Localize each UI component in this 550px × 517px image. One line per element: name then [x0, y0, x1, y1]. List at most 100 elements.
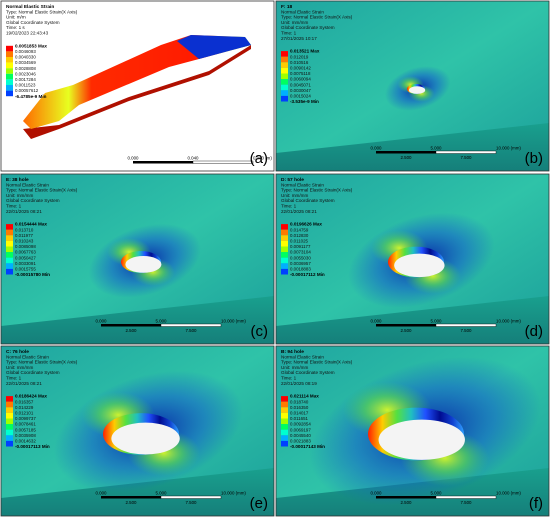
legend-swatch [281, 235, 288, 241]
legend-label: 0.0186424 Max [15, 394, 47, 399]
header-line: Time: 1 s [6, 25, 25, 30]
header-line: Type: Normal Elastic Strain(X Axis) [6, 360, 78, 365]
scale-label: 0.080 (m) [253, 156, 272, 161]
hole-opening [394, 253, 445, 278]
legend-swatch [281, 401, 288, 408]
legend-swatch [6, 412, 13, 419]
legend-swatch [281, 407, 288, 413]
scale-label: 5.000 [431, 146, 443, 151]
scale-bar [101, 496, 161, 499]
legend-label: 0.0075118 [290, 71, 311, 76]
panel-label: (c) [251, 323, 269, 340]
legend-label: 0.013710 [15, 227, 34, 232]
legend-swatch [281, 84, 288, 91]
header-line: Global Coordinate System [6, 20, 60, 25]
scale-label: 2.500 [401, 155, 413, 160]
scale-bar [376, 496, 436, 499]
legend-swatch [6, 424, 13, 430]
header-line: Normal Elastic Strain [281, 9, 324, 14]
legend-swatch [281, 224, 288, 230]
legend-label: 0.0055030 [290, 255, 311, 260]
scale-label: 5.000 [156, 491, 168, 496]
legend-swatch [281, 429, 288, 436]
legend-swatch [6, 440, 13, 447]
legend-label: -0.00017143 Min [290, 444, 325, 449]
scale-label: 10.000 (mm) [221, 319, 246, 324]
scale-label: 10.000 (mm) [496, 491, 521, 496]
legend-label: 0.013521 Max [290, 49, 320, 54]
plate-front [1, 296, 274, 344]
legend-label: 0.0015755 [15, 267, 36, 272]
legend-swatch [6, 73, 13, 80]
legend-swatch [6, 85, 13, 91]
scale-bar [376, 151, 436, 154]
legend-label: -0.00015780 Min [15, 272, 50, 277]
legend-swatch [281, 412, 288, 419]
header-line: Unit: mm/mm [6, 365, 33, 370]
legend-label: 0.0073104 [290, 250, 311, 255]
scale-label: 2.500 [126, 328, 138, 333]
header-line: Type: Normal Elastic Strain(X Axis) [281, 188, 353, 193]
legend-swatch [281, 424, 288, 430]
header-line: D: 57 hole [281, 177, 304, 183]
legend-label: 0.0051853 Max [15, 43, 47, 48]
legend-label: 0.0017284 [15, 77, 36, 82]
legend-label: 0.016357 [15, 399, 34, 404]
legend-swatch [6, 90, 13, 97]
legend-label: 0.0057185 [15, 427, 36, 432]
legend-swatch [281, 268, 288, 275]
scale-label: 5.000 [431, 319, 443, 324]
legend-swatch [6, 62, 13, 69]
scale-label: 5.000 [431, 491, 443, 496]
header-line: 22/01/2025 08:21 [6, 209, 42, 214]
header-line: Unit: mm/mm [281, 193, 308, 198]
legend-swatch [281, 95, 288, 102]
legend-label: 0.0045071 [290, 82, 311, 87]
legend-label: 0.0196626 Max [290, 222, 322, 227]
legend-swatch [6, 268, 13, 275]
legend-label: 0.0078461 [15, 422, 36, 427]
legend-swatch [281, 252, 288, 258]
grip [177, 35, 251, 59]
legend-swatch [281, 90, 288, 96]
legend-label: 0.012101 [15, 411, 34, 416]
legend-label: 0.010516 [290, 60, 309, 65]
legend-label: 0.0034569 [15, 60, 36, 65]
legend-label: -3.535e-9 Min [290, 99, 319, 104]
scale-label: 5.000 [156, 319, 168, 324]
legend-swatch [281, 73, 288, 80]
legend-swatch [6, 435, 13, 441]
legend-label: 0.0015024 [290, 94, 311, 99]
legend-label: 0.0091177 [290, 244, 311, 249]
legend-swatch [281, 240, 288, 247]
panel-border [0, 173, 275, 345]
header-line: 27/01/2025 10:17 [281, 36, 317, 41]
panel-label: (e) [250, 495, 268, 512]
scale-label: 0.000 [371, 146, 383, 151]
header-line: Unit: mm/mm [6, 193, 33, 198]
legend-swatch [6, 252, 13, 258]
legend-swatch [281, 263, 288, 269]
hole-opening [125, 256, 162, 273]
legend-label: 0.0085098 [15, 244, 36, 249]
legend-label: 0.016350 [290, 405, 309, 410]
scale-label: 7.500 [186, 328, 198, 333]
header-line: Type: Normal Elastic Strain(X Axis) [281, 15, 353, 20]
legend-swatch [281, 440, 288, 447]
scale-bar [192, 160, 254, 164]
scale-bar [160, 323, 222, 327]
scale-bar [435, 323, 497, 327]
legend-label: 0.0035908 [15, 433, 36, 438]
legend-label: 0.0036957 [290, 261, 311, 266]
header-line: Unit: mm/mm [281, 365, 308, 370]
legend-label: 0.018740 [290, 399, 309, 404]
legend-swatch [6, 257, 13, 264]
legend-swatch [281, 79, 288, 85]
header-line: Normal Elastic Strain [6, 4, 54, 10]
header-line: E: 38 hole [6, 177, 29, 183]
header-line: 22/01/2025 08:21 [281, 209, 317, 214]
